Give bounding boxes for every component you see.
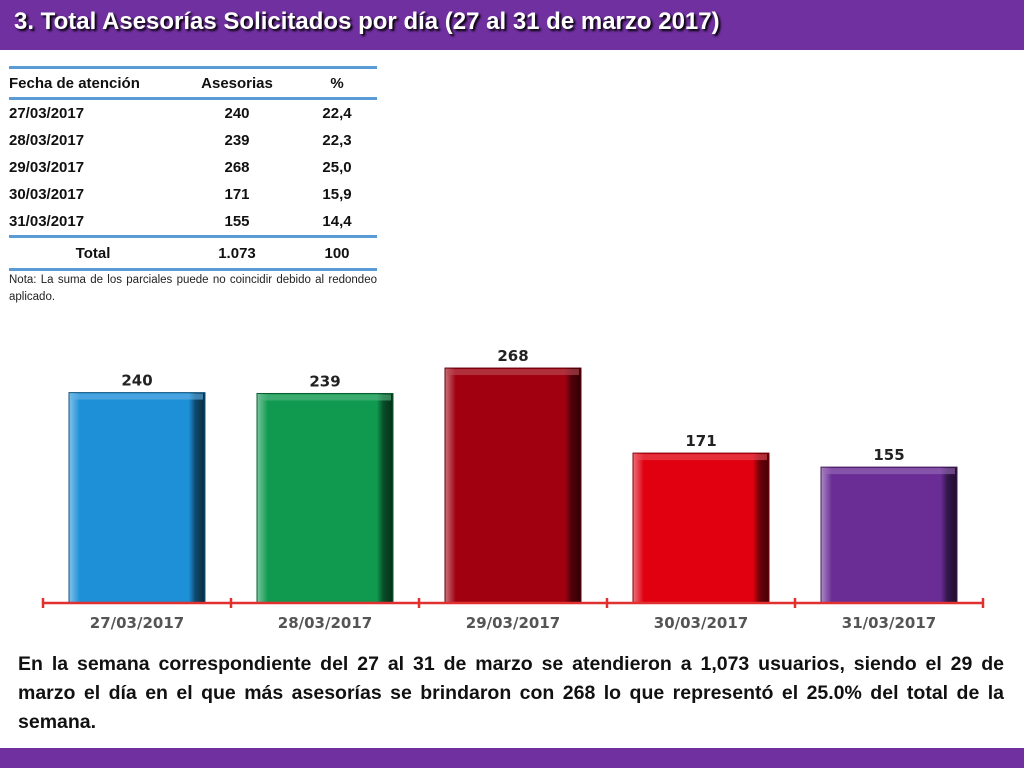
- row-count: 171: [224, 186, 250, 203]
- row-percent: 22,4: [322, 105, 352, 122]
- table-header-row: Fecha de atención Asesorias %: [9, 67, 377, 99]
- bar-5: [820, 466, 958, 604]
- row-count: 240: [224, 105, 250, 122]
- table-note: Nota: La suma de los parciales puede no …: [9, 274, 377, 303]
- x-tick-label: 31/03/2017: [842, 614, 936, 632]
- x-tick-label: 29/03/2017: [466, 614, 560, 632]
- total-label: Total: [75, 244, 111, 262]
- bar-highlight: [823, 468, 955, 475]
- data-label: 239: [309, 372, 340, 390]
- row-count: 155: [224, 213, 250, 230]
- bottom-bar: [0, 748, 1024, 768]
- table-row: 27/03/2017 240 22,4: [9, 99, 377, 128]
- table-row: 29/03/2017 268 25,0: [9, 154, 377, 181]
- data-label: 155: [873, 446, 904, 464]
- summary-paragraph: En la semana correspondiente del 27 al 3…: [18, 653, 1004, 733]
- bar-highlight: [635, 454, 767, 461]
- row-date: 30/03/2017: [9, 186, 85, 203]
- row-date: 28/03/2017: [9, 132, 85, 149]
- table-row: 31/03/2017 155 14,4: [9, 208, 377, 237]
- title-bar: 3. Total Asesorías Solicitados por día (…: [0, 0, 1024, 50]
- total-count: 1.073: [218, 244, 256, 262]
- column-header-count: Asesorias: [201, 74, 273, 92]
- table-row: 28/03/2017 239 22,3: [9, 127, 377, 154]
- bar-1: [68, 392, 206, 604]
- bar-4: [632, 452, 770, 604]
- column-header-date: Fecha de atención: [9, 74, 140, 92]
- table-total-row: Total 1.073 100: [9, 236, 377, 270]
- row-percent: 15,9: [322, 186, 352, 203]
- bar-highlight: [447, 369, 579, 376]
- data-table: Fecha de atención Asesorias % 27/03/2017…: [9, 66, 377, 271]
- bar-chart: 240 27/03/2017 239 28/03/2017 268 29/03/2017 1…: [41, 347, 985, 632]
- x-tick-label: 27/03/2017: [90, 614, 184, 632]
- bar-highlight: [71, 393, 203, 400]
- data-label: 240: [121, 372, 152, 390]
- row-date: 29/03/2017: [9, 159, 85, 176]
- total-percent: 100: [324, 244, 350, 262]
- data-label: 171: [685, 432, 716, 450]
- row-date: 27/03/2017: [9, 105, 85, 122]
- bar-2: [256, 392, 394, 604]
- row-percent: 14,4: [322, 213, 352, 230]
- row-percent: 25,0: [322, 159, 352, 176]
- x-tick-label: 28/03/2017: [278, 614, 372, 632]
- row-count: 268: [224, 159, 250, 176]
- bar-3: [444, 367, 582, 604]
- row-count: 239: [224, 132, 250, 149]
- page-title: 3. Total Asesorías Solicitados por día (…: [14, 8, 720, 35]
- row-percent: 22,3: [322, 132, 352, 149]
- bar-highlight: [259, 394, 391, 401]
- row-date: 31/03/2017: [9, 213, 85, 230]
- data-label: 268: [497, 347, 528, 365]
- column-header-percent: %: [330, 74, 344, 92]
- table-row: 30/03/2017 171 15,9: [9, 181, 377, 208]
- x-tick-label: 30/03/2017: [654, 614, 748, 632]
